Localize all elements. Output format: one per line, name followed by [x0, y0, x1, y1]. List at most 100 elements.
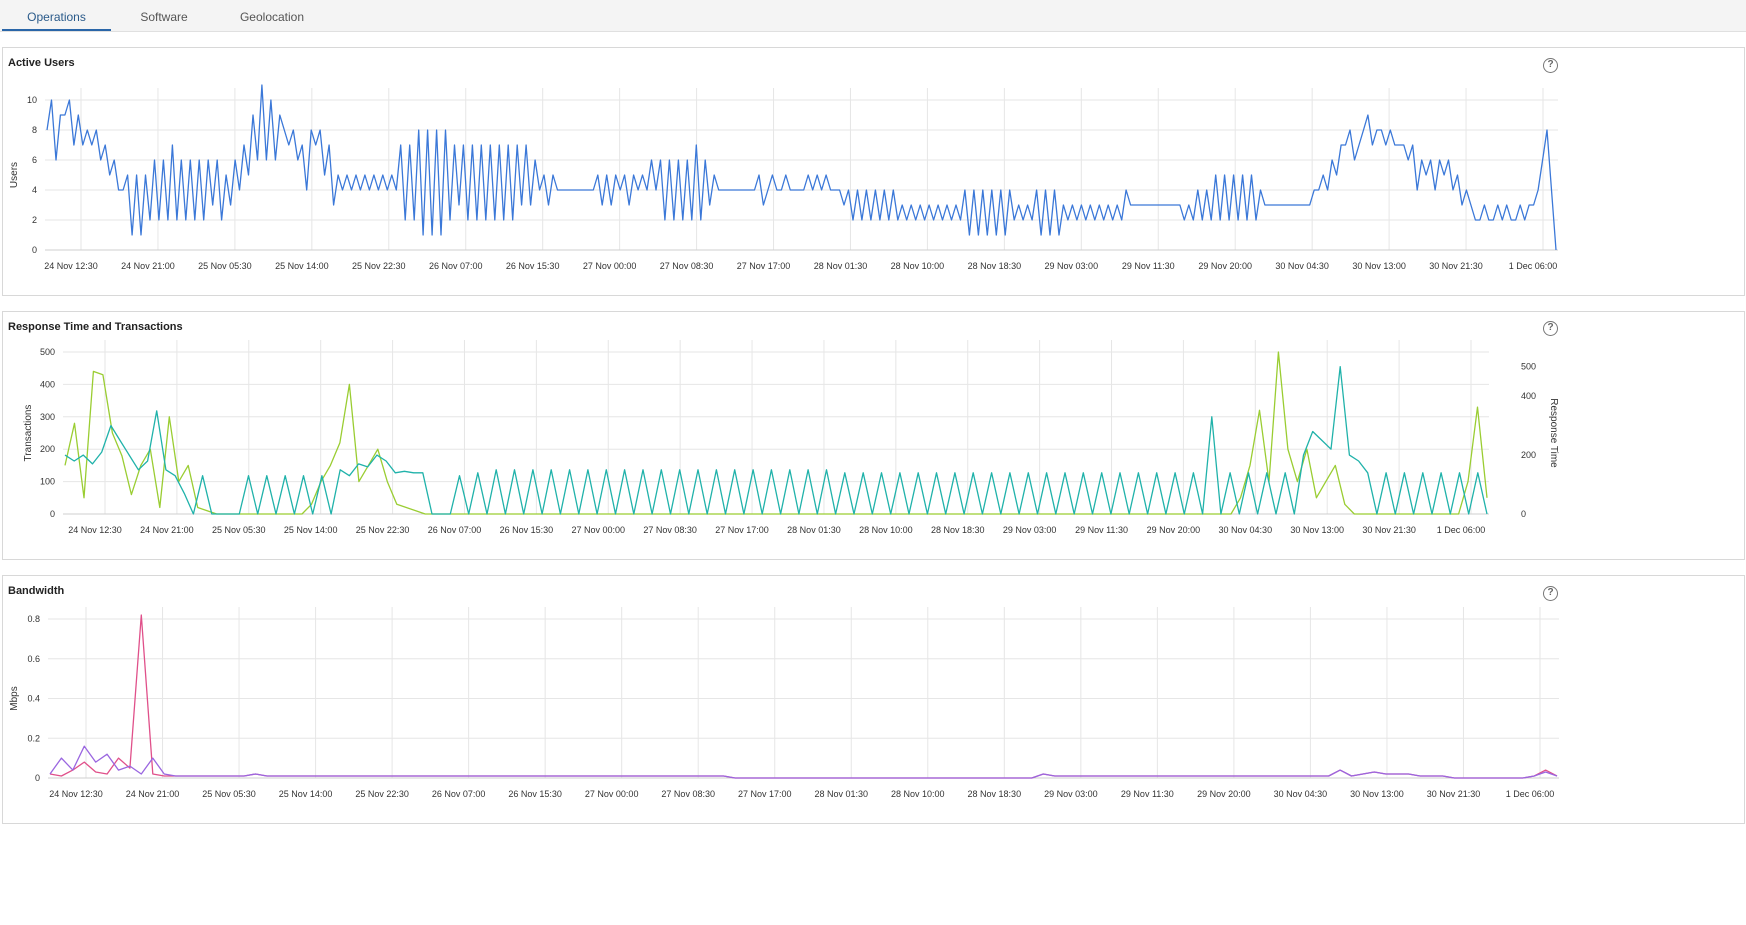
x-tick-label: 26 Nov 15:30	[508, 789, 562, 799]
y-tick-label: 0.8	[27, 614, 40, 624]
help-icon[interactable]: ?	[1543, 586, 1558, 601]
y-axis-label: Users	[9, 162, 20, 188]
x-tick-label: 27 Nov 00:00	[583, 261, 637, 271]
help-icon[interactable]: ?	[1543, 58, 1558, 73]
x-tick-label: 29 Nov 20:00	[1198, 261, 1252, 271]
x-tick-label: 24 Nov 21:00	[140, 525, 194, 535]
y-tick-label: 300	[40, 412, 55, 422]
series-line	[64, 366, 1488, 515]
y-tick-label: 0	[35, 773, 40, 783]
x-tick-label: 27 Nov 17:00	[738, 789, 792, 799]
y2-axis-label: Response Time	[1548, 398, 1559, 468]
x-tick-label: 25 Nov 05:30	[212, 525, 266, 535]
y-tick-label: 0	[50, 509, 55, 519]
series-line	[64, 351, 1488, 515]
x-tick-label: 29 Nov 20:00	[1197, 789, 1251, 799]
y2-tick-label: 0	[1521, 509, 1526, 519]
x-tick-label: 27 Nov 08:30	[660, 261, 714, 271]
panel-title: Active Users	[8, 57, 75, 69]
y-tick-label: 4	[32, 185, 37, 195]
x-tick-label: 28 Nov 10:00	[891, 261, 945, 271]
tab-geolocation[interactable]: Geolocation	[239, 10, 305, 24]
x-tick-label: 29 Nov 03:00	[1045, 261, 1099, 271]
x-tick-label: 26 Nov 07:00	[428, 525, 482, 535]
series-line	[46, 84, 1557, 251]
x-tick-label: 1 Dec 06:00	[1506, 789, 1555, 799]
y-tick-label: 0.6	[27, 654, 40, 664]
tab-software[interactable]: Software	[140, 10, 188, 24]
x-tick-label: 30 Nov 21:30	[1427, 789, 1481, 799]
active-users-panel: Active Users ? 0 2 4 6 8 10 Users 24 Nov 12:30 2…	[2, 47, 1745, 296]
x-tick-label: 26 Nov 07:00	[429, 261, 483, 271]
x-tick-label: 29 Nov 03:00	[1044, 789, 1098, 799]
tab-operations[interactable]: Operations	[27, 10, 86, 24]
response-time-panel: Response Time and Transactions ? 0 100 200…	[2, 311, 1745, 560]
y-tick-label: 0	[32, 245, 37, 255]
x-tick-label: 25 Nov 14:00	[284, 525, 338, 535]
x-tick-label: 26 Nov 15:30	[500, 525, 554, 535]
x-tick-label: 30 Nov 21:30	[1362, 525, 1416, 535]
x-tick-label: 30 Nov 04:30	[1275, 261, 1329, 271]
series-line	[49, 614, 1558, 779]
y-tick-label: 2	[32, 215, 37, 225]
series-line	[49, 745, 1558, 779]
x-tick-label: 30 Nov 21:30	[1429, 261, 1483, 271]
active-users-chart: 0 2 4 6 8 10 Users 24 Nov 12:30 24 Nov 21:00 25 N…	[9, 84, 1558, 271]
x-tick-label: 27 Nov 00:00	[585, 789, 639, 799]
x-tick-label: 24 Nov 12:30	[68, 525, 122, 535]
x-tick-label: 25 Nov 05:30	[202, 789, 256, 799]
y-tick-label: 6	[32, 155, 37, 165]
y2-tick-label: 200	[1521, 450, 1536, 460]
bandwidth-chart: 0 0.2 0.4 0.6 0.8 Mbps 24 Nov 12:30 24 Nov 21:0…	[9, 607, 1559, 799]
y-tick-label: 0.2	[27, 733, 40, 743]
y-tick-label: 0.4	[27, 694, 40, 704]
x-tick-label: 25 Nov 22:30	[356, 525, 410, 535]
x-tick-label: 25 Nov 22:30	[352, 261, 406, 271]
x-tick-label: 30 Nov 13:00	[1290, 525, 1344, 535]
panel-title: Bandwidth	[8, 585, 65, 597]
bandwidth-panel: Bandwidth ? 0 0.2 0.4 0.6 0.8 Mbps 24 Nov 12:3…	[2, 575, 1745, 824]
x-tick-label: 27 Nov 00:00	[571, 525, 625, 535]
x-tick-label: 27 Nov 17:00	[715, 525, 769, 535]
y-tick-label: 10	[27, 95, 37, 105]
y-tick-label: 400	[40, 379, 55, 389]
x-tick-label: 26 Nov 07:00	[432, 789, 486, 799]
x-tick-label: 28 Nov 01:30	[814, 261, 868, 271]
x-tick-label: 24 Nov 12:30	[49, 789, 103, 799]
y2-tick-label: 500	[1521, 362, 1536, 372]
x-tick-label: 25 Nov 14:00	[275, 261, 329, 271]
y-axis-label: Transactions	[23, 405, 34, 462]
y-tick-label: 500	[40, 347, 55, 357]
x-tick-label: 30 Nov 04:30	[1219, 525, 1273, 535]
panel-title: Response Time and Transactions	[8, 321, 183, 333]
y-tick-label: 100	[40, 477, 55, 487]
x-tick-label: 28 Nov 01:30	[814, 789, 868, 799]
y-axis-label: Mbps	[9, 686, 20, 710]
x-tick-label: 25 Nov 22:30	[355, 789, 409, 799]
y-tick-label: 200	[40, 444, 55, 454]
y-tick-label: 8	[32, 125, 37, 135]
x-tick-label: 27 Nov 08:30	[661, 789, 715, 799]
x-tick-label: 29 Nov 11:30	[1121, 789, 1174, 799]
x-tick-label: 30 Nov 13:00	[1352, 261, 1406, 271]
tab-bar: Operations Software Geolocation	[0, 0, 1746, 32]
x-tick-label: 24 Nov 21:00	[126, 789, 180, 799]
x-tick-label: 28 Nov 10:00	[891, 789, 945, 799]
x-tick-label: 28 Nov 01:30	[787, 525, 841, 535]
x-tick-label: 24 Nov 12:30	[44, 261, 98, 271]
x-tick-label: 28 Nov 18:30	[968, 261, 1022, 271]
active-tab-indicator	[2, 29, 111, 31]
x-tick-label: 29 Nov 11:30	[1075, 525, 1128, 535]
response-time-chart: 0 100 200 300 400 500 0 200 400 500 Response Time T…	[23, 340, 1559, 535]
x-tick-label: 1 Dec 06:00	[1437, 525, 1486, 535]
x-tick-label: 25 Nov 14:00	[279, 789, 333, 799]
x-tick-label: 30 Nov 04:30	[1274, 789, 1328, 799]
x-tick-label: 28 Nov 18:30	[931, 525, 985, 535]
x-tick-label: 1 Dec 06:00	[1509, 261, 1558, 271]
x-tick-label: 28 Nov 10:00	[859, 525, 913, 535]
help-icon[interactable]: ?	[1543, 321, 1558, 336]
x-tick-label: 27 Nov 08:30	[643, 525, 697, 535]
y2-tick-label: 400	[1521, 391, 1536, 401]
x-tick-label: 29 Nov 20:00	[1147, 525, 1201, 535]
x-tick-label: 25 Nov 05:30	[198, 261, 252, 271]
